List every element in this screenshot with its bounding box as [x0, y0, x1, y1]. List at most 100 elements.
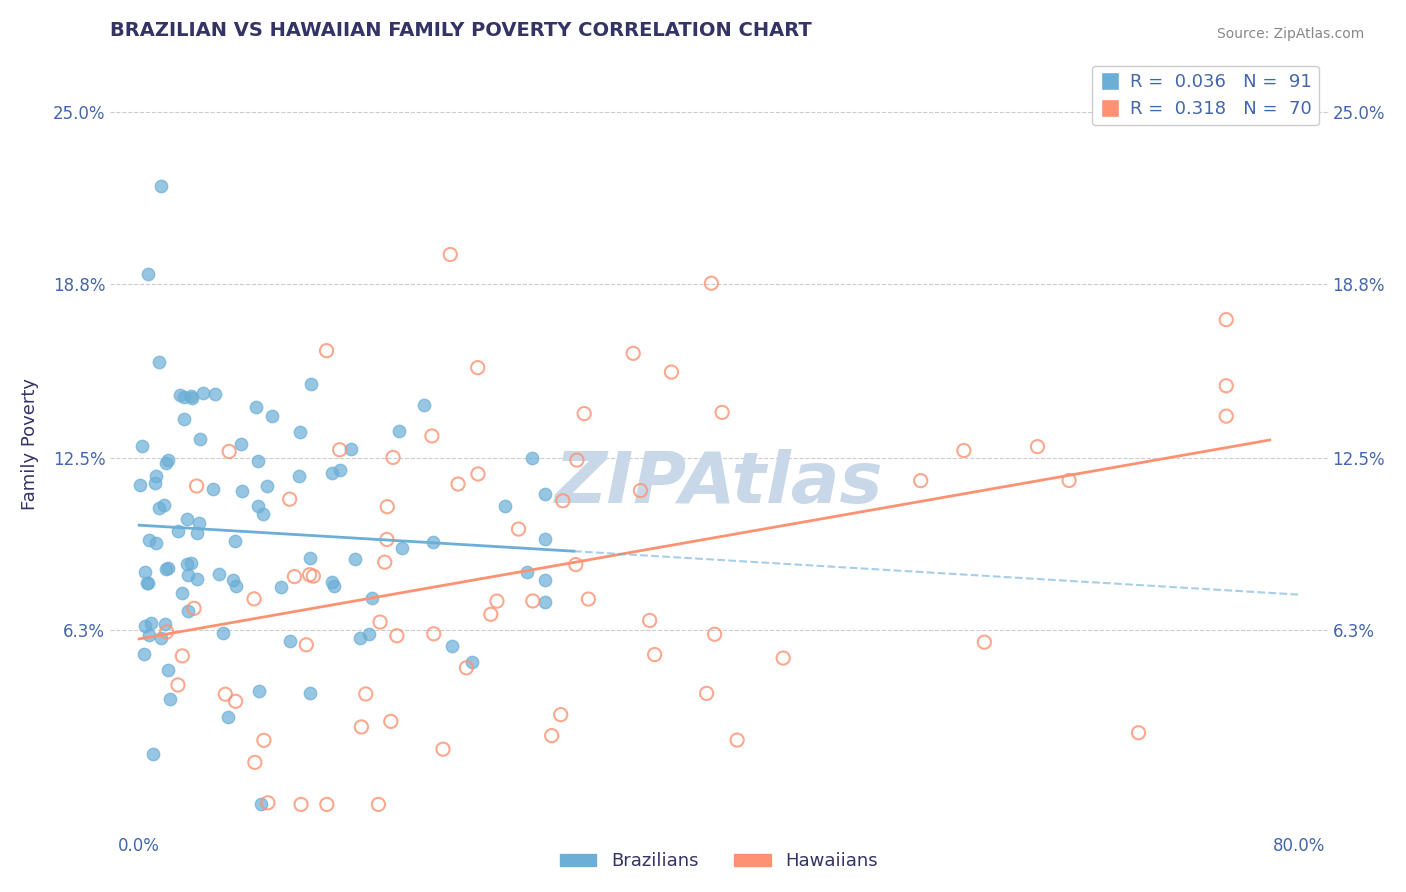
Point: [214, 687, 236, 701]
Point: [253, 733, 276, 747]
Point: [321, 466, 343, 480]
Point: [461, 656, 484, 670]
Point: [138, 533, 160, 548]
Point: [385, 629, 408, 643]
Point: [467, 360, 489, 375]
Point: [134, 565, 156, 579]
Point: [696, 686, 718, 700]
Point: [321, 575, 343, 590]
Point: [155, 617, 177, 632]
Point: [565, 453, 588, 467]
Point: [441, 639, 464, 653]
Point: [298, 551, 321, 566]
Point: [439, 247, 461, 261]
Point: [467, 467, 489, 481]
Point: [231, 483, 253, 498]
Point: [142, 747, 165, 761]
Point: [247, 683, 270, 698]
Point: [155, 456, 177, 470]
Point: [129, 478, 152, 492]
Point: [422, 627, 444, 641]
Point: [432, 742, 454, 756]
Point: [565, 558, 588, 572]
Point: [522, 594, 544, 608]
Point: [329, 442, 352, 457]
Point: [169, 388, 191, 402]
Point: [534, 486, 557, 500]
Point: [186, 526, 208, 541]
Point: [252, 508, 274, 522]
Point: [136, 576, 159, 591]
Point: [703, 627, 725, 641]
Point: [644, 648, 666, 662]
Point: [270, 580, 292, 594]
Point: [245, 401, 267, 415]
Point: [225, 694, 247, 708]
Point: [224, 533, 246, 548]
Point: [551, 493, 574, 508]
Point: [176, 557, 198, 571]
Point: [172, 586, 194, 600]
Point: [367, 797, 389, 812]
Point: [150, 631, 173, 645]
Point: [630, 483, 652, 498]
Point: [260, 409, 283, 423]
Point: [1057, 474, 1080, 488]
Point: [207, 566, 229, 581]
Point: [211, 625, 233, 640]
Point: [183, 601, 205, 615]
Point: [134, 618, 156, 632]
Point: [136, 267, 159, 281]
Point: [420, 429, 443, 443]
Point: [222, 573, 245, 587]
Point: [256, 479, 278, 493]
Point: [302, 569, 325, 583]
Point: [138, 627, 160, 641]
Point: [391, 541, 413, 555]
Point: [201, 482, 224, 496]
Legend: Brazilians, Hawaiians: Brazilians, Hawaiians: [553, 845, 884, 878]
Y-axis label: Family Poverty: Family Poverty: [21, 378, 39, 510]
Point: [167, 524, 190, 538]
Point: [180, 389, 202, 403]
Point: [361, 591, 384, 605]
Point: [479, 607, 502, 622]
Point: [350, 720, 373, 734]
Point: [136, 576, 159, 591]
Point: [176, 512, 198, 526]
Point: [177, 604, 200, 618]
Point: [447, 477, 470, 491]
Point: [145, 536, 167, 550]
Point: [298, 567, 321, 582]
Point: [288, 469, 311, 483]
Point: [1026, 440, 1049, 454]
Point: [534, 533, 557, 547]
Point: [283, 569, 305, 583]
Point: [155, 561, 177, 575]
Point: [516, 565, 538, 579]
Point: [422, 535, 444, 549]
Point: [167, 678, 190, 692]
Point: [1215, 312, 1237, 326]
Point: [508, 522, 530, 536]
Point: [247, 499, 270, 513]
Point: [339, 442, 361, 457]
Point: [204, 386, 226, 401]
Point: [711, 405, 734, 419]
Point: [574, 407, 596, 421]
Point: [131, 439, 153, 453]
Point: [157, 561, 180, 575]
Point: [534, 595, 557, 609]
Point: [187, 516, 209, 530]
Point: [225, 579, 247, 593]
Point: [540, 729, 562, 743]
Point: [534, 573, 557, 587]
Point: [231, 437, 253, 451]
Point: [1215, 378, 1237, 392]
Point: [520, 450, 543, 465]
Point: [190, 432, 212, 446]
Point: [953, 443, 976, 458]
Point: [412, 398, 434, 412]
Point: [343, 551, 366, 566]
Point: [150, 179, 173, 194]
